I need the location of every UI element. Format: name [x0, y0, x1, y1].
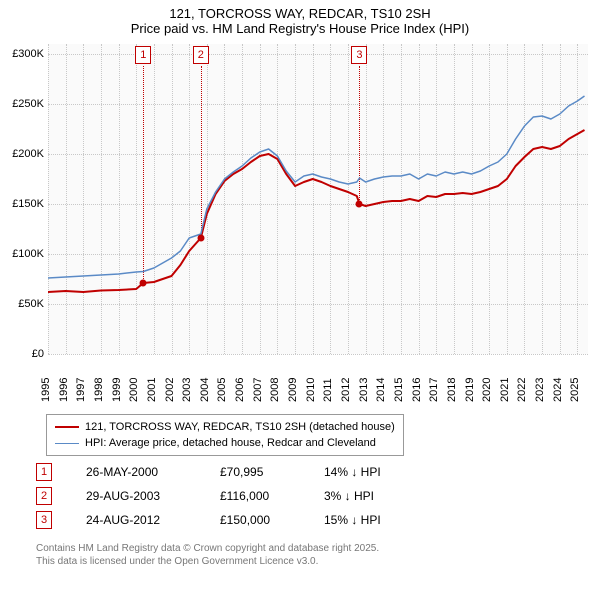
x-axis-label: 2018: [446, 378, 458, 402]
sales-row-number: 1: [36, 463, 52, 481]
y-axis-label: £250K: [8, 98, 44, 110]
sales-row-price: £150,000: [220, 513, 290, 527]
x-axis-label: 1999: [111, 378, 123, 402]
sales-row-number: 3: [36, 511, 52, 529]
x-axis-label: 1997: [75, 378, 87, 402]
x-axis-label: 2007: [252, 378, 264, 402]
sales-row-price: £116,000: [220, 489, 290, 503]
title-address: 121, TORCROSS WAY, REDCAR, TS10 2SH: [0, 6, 600, 21]
sales-table: 1 26-MAY-2000 £70,995 14% ↓ HPI 2 29-AUG-2003…: [36, 460, 414, 532]
sale-marker-box: 3: [351, 46, 367, 64]
legend-swatch: [55, 426, 79, 428]
chart-lines: [48, 44, 588, 354]
sale-marker-dot: [140, 280, 147, 287]
x-axis-label: 2024: [552, 378, 564, 402]
page-container: 121, TORCROSS WAY, REDCAR, TS10 2SH Pric…: [0, 0, 600, 590]
series-price_paid: [48, 130, 585, 292]
x-axis-label: 2017: [428, 378, 440, 402]
x-axis-label: 2008: [269, 378, 281, 402]
sales-row-date: 24-AUG-2012: [86, 513, 186, 527]
x-axis-label: 2003: [181, 378, 193, 402]
y-axis-label: £200K: [8, 148, 44, 160]
sales-row: 1 26-MAY-2000 £70,995 14% ↓ HPI: [36, 460, 414, 484]
x-axis-label: 2010: [305, 378, 317, 402]
legend-item: HPI: Average price, detached house, Redc…: [55, 435, 395, 451]
y-axis-label: £100K: [8, 248, 44, 260]
legend-swatch: [55, 443, 79, 444]
sales-row-date: 29-AUG-2003: [86, 489, 186, 503]
x-axis-label: 2020: [481, 378, 493, 402]
legend-label: 121, TORCROSS WAY, REDCAR, TS10 2SH (det…: [85, 419, 395, 435]
x-axis-label: 2025: [569, 378, 581, 402]
sales-row-diff: 3% ↓ HPI: [324, 489, 414, 503]
attribution-line1: Contains HM Land Registry data © Crown c…: [36, 542, 379, 555]
x-axis-label: 2012: [340, 378, 352, 402]
title-block: 121, TORCROSS WAY, REDCAR, TS10 2SH Pric…: [0, 0, 600, 38]
sales-row-date: 26-MAY-2000: [86, 465, 186, 479]
x-axis-label: 2001: [146, 378, 158, 402]
x-axis-label: 2021: [499, 378, 511, 402]
legend-label: HPI: Average price, detached house, Redc…: [85, 435, 376, 451]
x-axis-label: 2011: [322, 378, 334, 402]
x-axis-label: 2009: [287, 378, 299, 402]
sales-row-diff: 15% ↓ HPI: [324, 513, 414, 527]
chart: 1 2 3 £0 £50K £100K £150K £200K £250K £300K 1995 1…: [8, 44, 592, 404]
sales-row: 2 29-AUG-2003 £116,000 3% ↓ HPI: [36, 484, 414, 508]
x-axis-label: 1995: [40, 378, 52, 402]
legend: 121, TORCROSS WAY, REDCAR, TS10 2SH (det…: [46, 414, 404, 456]
series-hpi: [48, 96, 585, 278]
attribution: Contains HM Land Registry data © Crown c…: [36, 542, 379, 568]
x-axis-label: 2013: [358, 378, 370, 402]
x-axis-label: 2006: [234, 378, 246, 402]
legend-item: 121, TORCROSS WAY, REDCAR, TS10 2SH (det…: [55, 419, 395, 435]
x-axis-label: 2022: [516, 378, 528, 402]
x-axis-label: 2023: [534, 378, 546, 402]
y-axis-label: £50K: [8, 298, 44, 310]
x-axis-label: 2019: [464, 378, 476, 402]
sale-marker-dot: [197, 235, 204, 242]
grid-line-h: [48, 354, 588, 355]
title-subtitle: Price paid vs. HM Land Registry's House …: [0, 21, 600, 36]
x-axis-label: 2005: [216, 378, 228, 402]
sale-marker-dot: [356, 201, 363, 208]
attribution-line2: This data is licensed under the Open Gov…: [36, 555, 379, 568]
y-axis-label: £300K: [8, 48, 44, 60]
sales-row-price: £70,995: [220, 465, 290, 479]
x-axis-label: 2004: [199, 378, 211, 402]
x-axis-label: 2015: [393, 378, 405, 402]
x-axis-label: 1996: [58, 378, 70, 402]
x-axis-label: 2002: [164, 378, 176, 402]
y-axis-label: £150K: [8, 198, 44, 210]
x-axis-label: 2016: [411, 378, 423, 402]
sales-row-number: 2: [36, 487, 52, 505]
plot-area: 1 2 3: [48, 44, 588, 354]
sales-row-diff: 14% ↓ HPI: [324, 465, 414, 479]
x-axis-label: 2000: [128, 378, 140, 402]
sales-row: 3 24-AUG-2012 £150,000 15% ↓ HPI: [36, 508, 414, 532]
sale-marker-box: 1: [135, 46, 151, 64]
x-axis-label: 2014: [375, 378, 387, 402]
y-axis-label: £0: [8, 348, 44, 360]
sale-marker-box: 2: [193, 46, 209, 64]
x-axis-label: 1998: [93, 378, 105, 402]
